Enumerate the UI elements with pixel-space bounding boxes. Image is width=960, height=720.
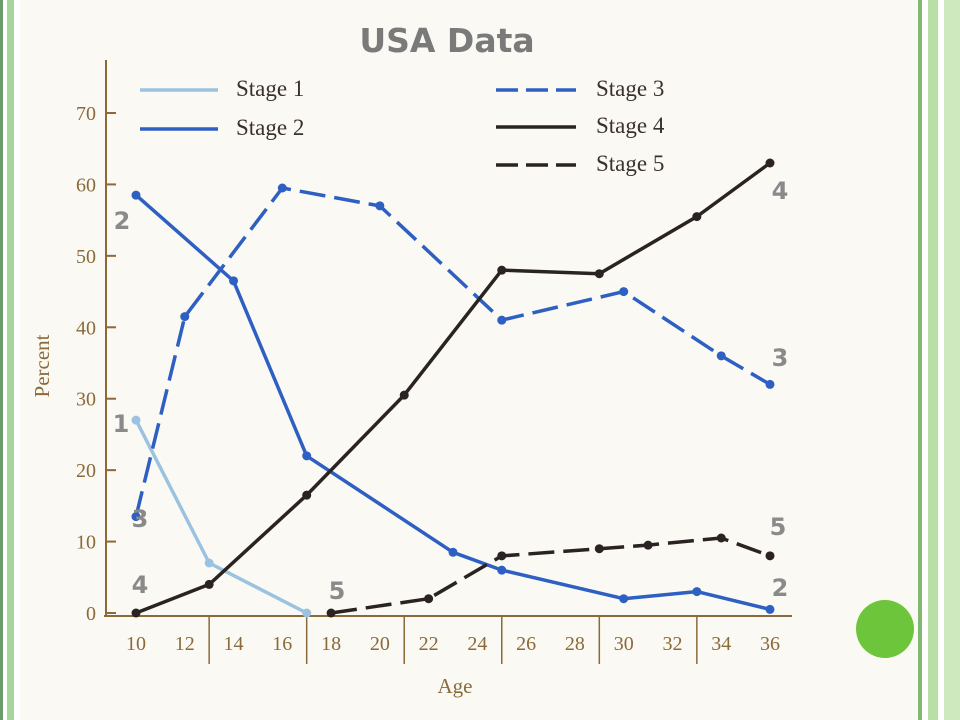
series-stage-3: [131, 183, 775, 522]
series-stage-5: [326, 533, 775, 618]
data-point: [399, 390, 409, 400]
data-point: [497, 265, 507, 275]
legend-entry: Stage 1: [140, 76, 304, 101]
legend-entry: Stage 4: [496, 113, 665, 138]
legend-label: Stage 3: [596, 76, 664, 101]
x-tick-label: 34: [711, 633, 731, 655]
y-tick-label: 30: [76, 389, 96, 411]
x-tick-label: 32: [662, 633, 682, 655]
x-tick-label: 36: [760, 633, 780, 655]
data-point: [716, 351, 726, 361]
data-point: [765, 158, 775, 168]
x-tick-label: 24: [467, 633, 487, 655]
data-point: [448, 547, 458, 557]
legend-label: Stage 1: [236, 76, 304, 101]
legend-label: Stage 5: [596, 151, 664, 176]
x-tick-label: 28: [565, 633, 585, 655]
x-tick-label: 18: [321, 633, 341, 655]
x-tick-label: 26: [516, 633, 536, 655]
annotations: 1 2 3 4 5 2 3 4 5: [113, 177, 789, 605]
series-line: [134, 186, 771, 518]
legend-label: Stage 2: [236, 115, 304, 140]
x-tick-label: 30: [614, 633, 634, 655]
y-tick-label: 10: [76, 532, 96, 554]
data-point: [229, 276, 239, 286]
data-point: [131, 415, 141, 425]
data-point: [643, 540, 653, 550]
data-point: [131, 190, 141, 200]
data-point: [204, 579, 214, 589]
data-point: [131, 608, 141, 618]
data-point: [765, 604, 775, 614]
x-tick-label: 16: [272, 633, 292, 655]
series-annotation: 3: [772, 344, 789, 372]
legend-entry: Stage 5: [496, 151, 664, 176]
legend-entry: Stage 3: [496, 76, 664, 101]
data-point: [692, 587, 702, 597]
legend-entry: Stage 2: [140, 115, 304, 140]
axes: [104, 60, 792, 617]
y-tick-label: 60: [76, 174, 96, 196]
series-lines: [131, 158, 775, 618]
x-tick-label: 22: [419, 633, 439, 655]
slide-accent-dot: [856, 600, 914, 658]
chart-title: USA Data: [359, 21, 534, 60]
data-point: [692, 212, 702, 222]
series-annotation: 5: [329, 577, 346, 605]
data-point: [765, 379, 775, 389]
data-point: [277, 183, 287, 193]
y-tick-label: 70: [76, 103, 96, 125]
data-point: [497, 565, 507, 575]
x-axis-label: Age: [438, 674, 473, 698]
y-tick-label: 40: [76, 317, 96, 339]
slide-frame-left: [0, 0, 18, 720]
data-point: [302, 490, 312, 500]
x-tick-label: 10: [126, 633, 146, 655]
x-tick-label: 12: [175, 633, 195, 655]
y-tick-label: 20: [76, 460, 96, 482]
data-point: [180, 312, 190, 322]
data-point: [326, 608, 336, 618]
y-tick-label: 0: [86, 603, 96, 625]
data-point: [594, 544, 604, 554]
series-line: [330, 536, 771, 615]
data-point: [131, 512, 141, 522]
data-point: [619, 287, 629, 297]
series-stage-1: [131, 415, 312, 618]
data-point: [716, 533, 726, 543]
y-axis-label: Percent: [30, 334, 54, 397]
series-line: [135, 161, 772, 615]
series-annotation: 4: [132, 571, 149, 599]
series-annotation: 5: [770, 513, 787, 541]
series-stage-4: [131, 158, 775, 618]
data-point: [765, 551, 775, 561]
data-point: [424, 594, 434, 604]
y-tick-label: 50: [76, 246, 96, 268]
data-point: [619, 594, 629, 604]
data-point: [497, 551, 507, 561]
data-point: [497, 315, 507, 325]
series-annotation: 2: [772, 574, 789, 602]
series-line: [134, 193, 771, 612]
data-point: [302, 451, 312, 461]
slide-frame-right: [918, 0, 960, 720]
series-annotation: 2: [114, 207, 131, 235]
data-point: [375, 201, 385, 211]
series-stage-2: [131, 190, 775, 614]
data-point: [302, 608, 312, 618]
series-annotation: 3: [132, 505, 149, 533]
x-tick-label: 14: [224, 633, 244, 655]
data-point: [594, 269, 604, 279]
series-annotation: 1: [113, 410, 130, 438]
series-annotation: 4: [772, 177, 789, 205]
legend-label: Stage 4: [596, 113, 665, 138]
legend: Stage 1 Stage 2 Stage 3 Stage 4 Stage 5: [140, 76, 665, 176]
x-tick-label: 20: [370, 633, 390, 655]
data-point: [204, 558, 214, 568]
